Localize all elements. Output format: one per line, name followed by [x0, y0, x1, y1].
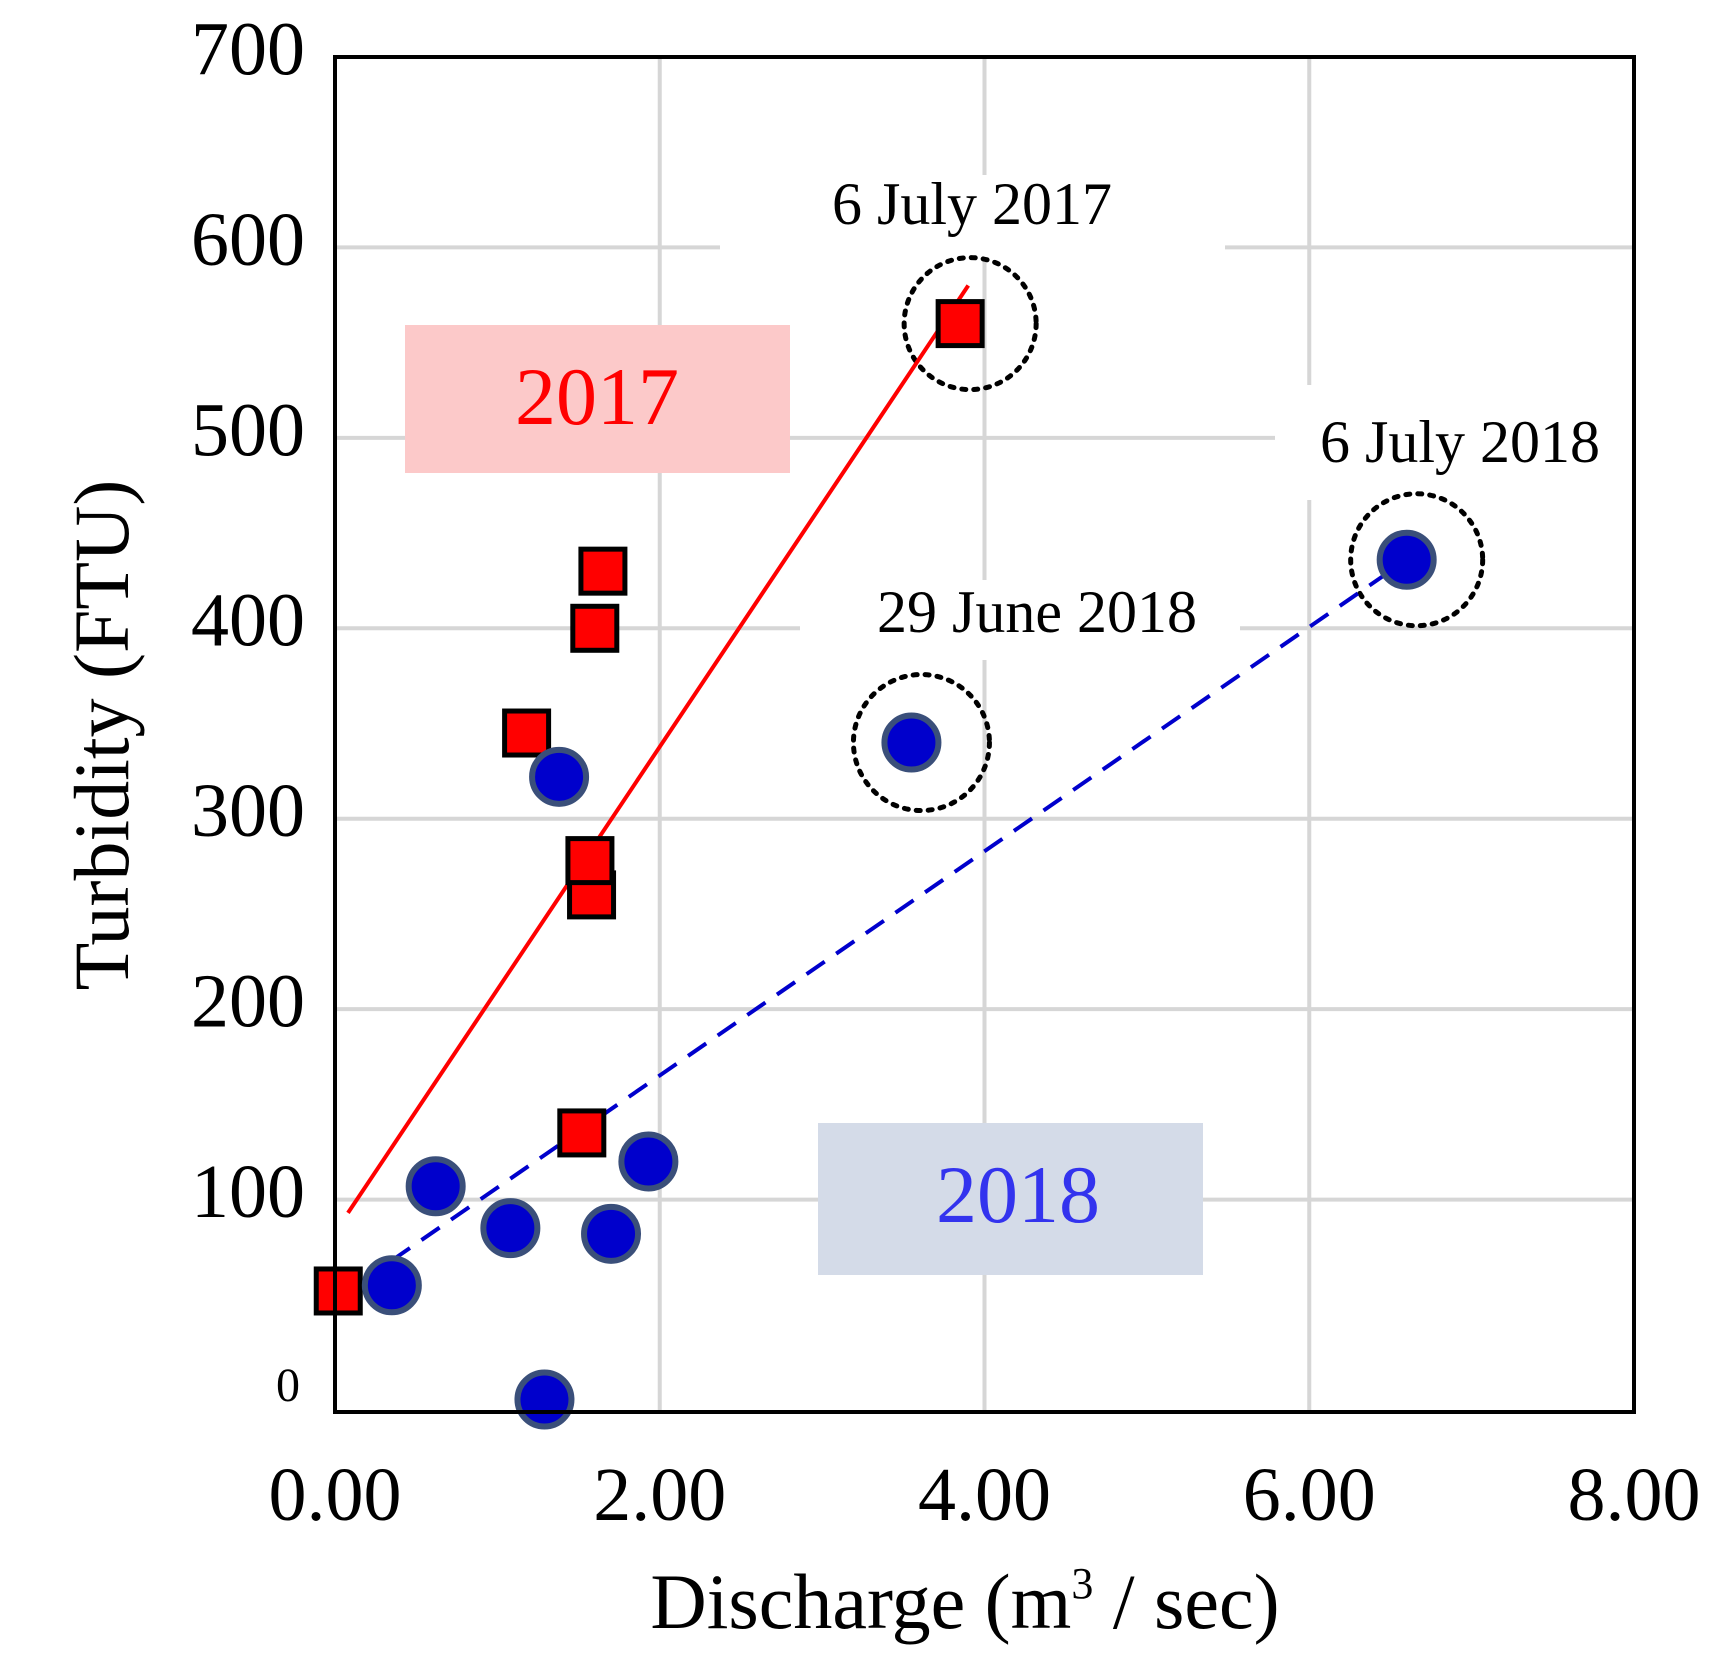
point-2018-8	[881, 712, 942, 773]
x-tick-label-2: 2.00	[593, 1453, 726, 1537]
annotation-bg-3	[1275, 385, 1650, 500]
axis-ticks: 0 100 200 300 400 500 600 700 0.00 2.00 4.00 6.00 8.…	[191, 7, 1701, 1537]
point-2017-3	[557, 1108, 607, 1158]
data-points	[313, 299, 1437, 1430]
annotation-bg-2	[800, 580, 1240, 660]
point-2018-9	[1376, 529, 1437, 590]
y-tick-label-700: 700	[191, 7, 305, 91]
point-2017-5	[565, 836, 615, 886]
series-label-box-2018	[818, 1123, 1203, 1275]
trend-line-2018	[390, 558, 1408, 1263]
y-tick-label-600: 600	[191, 198, 305, 282]
y-axis-title: Turbidity (FTU)	[58, 480, 145, 991]
annotation-circle-1	[901, 255, 1039, 393]
point-2017-6	[570, 603, 620, 653]
y-tick-label-0: 0	[276, 1359, 300, 1412]
y-tick-label-500: 500	[191, 388, 305, 472]
x-tick-label-8: 8.00	[1568, 1453, 1701, 1537]
y-tick-label-100: 100	[191, 1150, 305, 1234]
point-2018-5	[529, 746, 590, 807]
point-2017-8	[935, 299, 985, 349]
y-tick-label-200: 200	[191, 960, 305, 1044]
annotation-label-3: 6 July 2018	[1320, 409, 1600, 475]
trend-line-2017	[346, 284, 970, 1215]
point-2018-4	[514, 1369, 575, 1430]
trend-lines	[346, 284, 1408, 1263]
point-2018-1	[361, 1255, 422, 1316]
series-labels: 2017 2018	[405, 325, 1203, 1275]
series-label-2018: 2018	[936, 1149, 1100, 1240]
point-2017-1	[313, 1266, 363, 1316]
annotations: 6 July 2017 29 June 2018 6 July 2018	[720, 171, 1650, 814]
series-label-2017: 2017	[515, 351, 679, 442]
x-axis-title: Discharge (m3 / sec)	[650, 1558, 1279, 1645]
series-label-box-2017	[405, 325, 790, 473]
point-2018-2	[405, 1156, 466, 1217]
x-tick-label-6: 6.00	[1243, 1453, 1376, 1537]
point-2018-7	[618, 1131, 679, 1192]
point-2017-2	[502, 708, 552, 758]
y-tick-label-400: 400	[191, 579, 305, 663]
point-2017-7	[578, 546, 628, 596]
annotation-label-2: 29 June 2018	[877, 579, 1197, 645]
point-2018-6	[581, 1203, 642, 1264]
annotation-bg-1	[720, 175, 1225, 257]
point-2018-3	[480, 1198, 541, 1259]
y-tick-label-300: 300	[191, 769, 305, 853]
annotation-circle-2	[850, 672, 992, 814]
annotation-label-1: 6 July 2017	[832, 171, 1112, 237]
plot-frame	[333, 55, 1636, 1414]
x-tick-label-4: 4.00	[918, 1453, 1051, 1537]
annotation-circle-3	[1348, 491, 1486, 629]
x-tick-label-0: 0.00	[269, 1453, 402, 1537]
